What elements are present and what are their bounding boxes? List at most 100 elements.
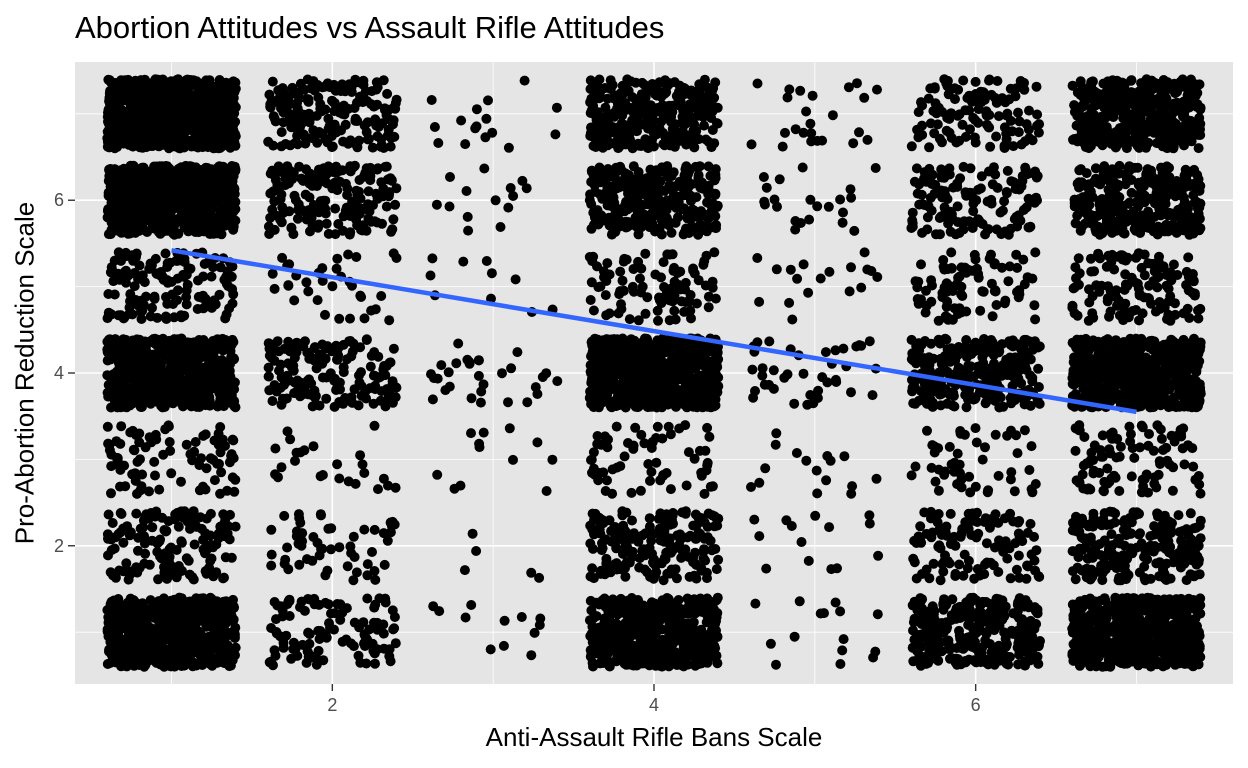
data-point [968,623,979,634]
data-point [700,603,711,613]
data-point [190,437,201,447]
data-point [1029,602,1040,613]
data-point [460,612,471,623]
data-point [453,338,464,349]
data-point [348,641,359,652]
data-point [760,463,771,474]
data-point [1026,441,1037,452]
data-point [909,613,920,624]
data-point [1171,594,1182,605]
data-point [275,631,286,642]
data-point [648,573,659,584]
data-point [369,617,379,628]
data-point [971,657,982,668]
data-point [436,360,447,371]
data-point [946,459,957,470]
data-point [103,509,114,520]
data-point [163,558,174,568]
data-point [617,649,628,659]
data-point [150,511,161,522]
data-point [1072,519,1083,530]
data-point [120,481,131,492]
data-point [338,367,349,378]
data-point [286,653,297,664]
data-point [923,637,934,648]
data-point [270,443,281,454]
data-point [169,661,180,672]
data-point [1192,551,1203,562]
data-point [990,429,1001,440]
data-point [987,611,998,622]
data-point [191,640,202,651]
data-point [1095,445,1106,456]
data-point [204,381,215,391]
data-point [358,617,369,628]
data-point [644,513,655,524]
data-point [1032,651,1043,662]
data-point [990,509,1001,520]
data-point [1013,550,1024,561]
data-point [592,628,603,639]
data-point [106,461,117,472]
data-point [378,628,389,639]
data-point [764,379,774,390]
data-point [216,467,227,478]
data-point [119,388,130,399]
data-point [287,362,297,373]
data-point [657,341,668,352]
data-point [1009,486,1020,497]
data-point [634,384,645,395]
data-point [103,334,114,345]
data-point [1068,546,1079,557]
data-point [873,550,884,561]
data-point [427,394,438,405]
data-point [219,607,229,618]
data-point [1188,536,1199,547]
data-point [1067,599,1078,610]
data-point [1006,467,1017,478]
data-point [871,473,882,484]
data-point [294,559,305,570]
data-point [956,659,966,670]
data-point [389,612,400,622]
data-point [1148,607,1159,618]
data-point [1118,550,1129,561]
data-point [156,641,167,652]
data-point [466,428,476,439]
data-point [1160,620,1171,631]
data-point [378,528,389,539]
data-point [1136,487,1147,498]
data-point [971,532,982,543]
data-point [163,421,174,432]
data-point [635,485,646,496]
data-point [676,365,687,376]
data-point [1162,596,1173,607]
data-point [132,376,143,387]
data-point [970,423,981,434]
data-point [268,339,279,350]
data-point [266,560,277,571]
data-point [870,646,881,657]
data-point [341,634,352,645]
data-point [370,574,381,585]
data-point [125,363,136,374]
data-point [368,398,379,409]
data-point [1105,519,1116,530]
data-point [195,600,206,611]
data-point [945,508,956,519]
data-point [587,467,597,478]
chart-title: Abortion Attitudes vs Assault Rifle Atti… [75,10,665,45]
data-point [291,526,302,537]
data-point [185,623,196,634]
data-point [115,464,126,475]
data-point [1114,486,1125,496]
data-point [105,349,115,360]
data-point [284,611,295,621]
data-point [950,540,961,551]
data-point [636,604,647,615]
data-point [361,334,372,345]
data-point [835,606,846,617]
data-point [432,469,443,480]
data-point [1178,609,1189,620]
data-point [443,367,454,378]
